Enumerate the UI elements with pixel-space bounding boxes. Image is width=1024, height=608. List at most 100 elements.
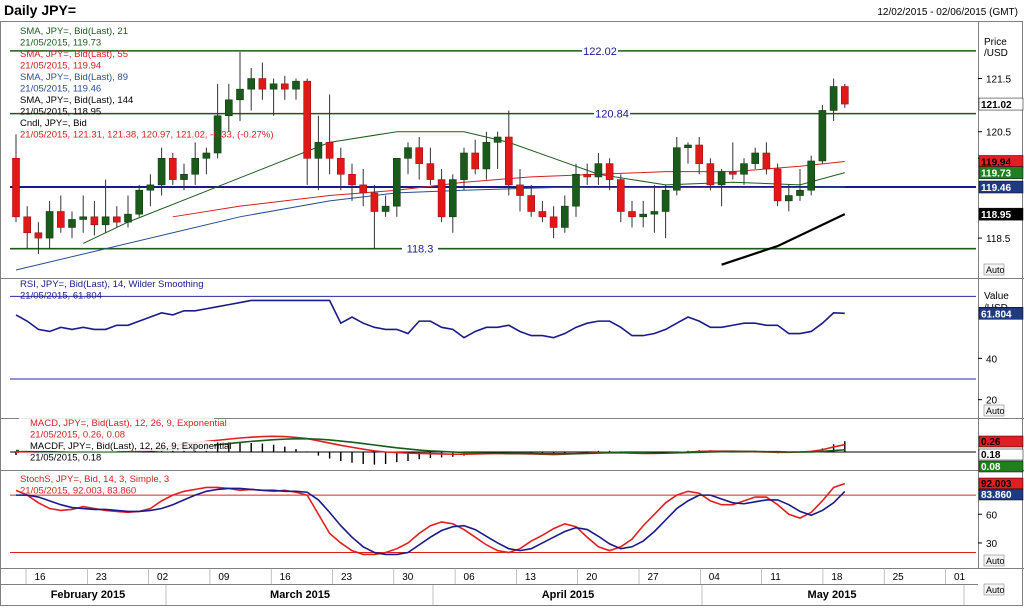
candle-body (370, 192, 379, 212)
x-tick-label: 01 (954, 572, 966, 583)
rsi-legend-line: 21/05/2015, 61.804 (20, 291, 102, 302)
sma-line-3 (721, 213, 846, 266)
price-legend-line: 21/05/2015, 119.73 (20, 38, 101, 49)
rsi-axis-title: Value (984, 291, 1009, 302)
price-legend-line: SMA, JPY=, Bid(Last), 144 (20, 95, 133, 106)
price-panel: 122.02120.84118.3Price/USD121.5120.51201… (10, 37, 1024, 276)
date-range: 12/02/2015 - 02/06/2015 (GMT) (877, 7, 1018, 18)
level-label-bg (594, 106, 630, 120)
candle-body (616, 179, 625, 212)
candle-body (124, 213, 132, 223)
x-tick-label: 02 (157, 572, 169, 583)
price-legend-line: SMA, JPY=, Bid(Last), 89 (20, 72, 128, 83)
macd-legend-bg (19, 418, 214, 428)
price-legend-line: 21/05/2015, 118.95 (20, 107, 101, 118)
candle-body (113, 216, 121, 223)
x-tick-label: 13 (525, 572, 537, 583)
candle-body (560, 205, 569, 228)
stoch-value-tag-label: 92.003 (981, 479, 1012, 490)
price-value-tag (978, 180, 1024, 194)
candle-body (706, 163, 715, 186)
x-tick-label: 06 (464, 572, 476, 583)
outer-frame (0, 21, 1023, 606)
candle-body (180, 173, 188, 180)
candle-body (818, 110, 827, 162)
stoch-line-1 (16, 487, 846, 556)
stoch-auto-box (983, 554, 1005, 567)
price-legend-line: 21/05/2015, 119.94 (20, 61, 101, 72)
candle-body (751, 152, 760, 164)
x-tick-label: 09 (218, 572, 230, 583)
candle-body (325, 142, 334, 159)
macd-legend-line: MACD, JPY=, Bid(Last), 12, 26, 9, Expone… (30, 418, 227, 429)
candle-body (225, 99, 233, 117)
x-tick-label: 30 (402, 572, 414, 583)
panel-frames (0, 21, 1024, 606)
candle-body (12, 158, 20, 218)
candle-body (695, 144, 704, 164)
x-tick-label: 04 (709, 572, 721, 583)
sma-line-2 (15, 186, 845, 271)
stoch-legend-line: StochS, JPY=, Bid, 14, 3, Simple, 3 (20, 474, 169, 485)
rsi-tick-label: 20 (986, 396, 998, 407)
stoch-tick-label: 60 (986, 510, 998, 521)
chart-title: Daily JPY= (4, 2, 76, 18)
candle-body (381, 205, 390, 212)
price-tick-label: 118.5 (986, 234, 1011, 245)
stoch-value-tag-label: 83.860 (981, 490, 1012, 501)
rsi-tick-label: 40 (986, 354, 998, 365)
candle-body (303, 80, 312, 159)
candle-body (840, 86, 849, 105)
candle-body (426, 163, 435, 180)
macd-legend-line: MACDF, JPY=, Bid(Last), 12, 26, 9, Expon… (30, 441, 231, 452)
level-label-bg (402, 241, 438, 255)
candle-body (191, 158, 199, 175)
candle-body (740, 163, 748, 175)
price-legend-line: 21/05/2015, 119.46 (20, 84, 101, 95)
candle-body (639, 213, 648, 218)
candle-body (90, 216, 99, 226)
candle-body (292, 80, 300, 90)
macd-value-tag-label: 0.08 (981, 462, 1001, 473)
candle-body (527, 195, 536, 212)
candle-body (359, 184, 368, 194)
level-label-bg (582, 43, 618, 57)
candle-body (773, 168, 782, 202)
x-month-label: February 2015 (51, 589, 126, 601)
candle-body (482, 142, 491, 170)
candle-body (415, 147, 424, 164)
candle-body (549, 216, 558, 228)
price-value-tag-label: 119.94 (981, 157, 1011, 168)
level-label: 118.3 (407, 244, 434, 256)
macd-legend-bg (19, 429, 214, 440)
x-auto-label: Auto (986, 585, 1005, 595)
candle-body (68, 219, 76, 228)
candle-body (258, 78, 267, 90)
candle-body (404, 147, 412, 159)
candle-body (45, 211, 54, 239)
candle-body (672, 147, 681, 191)
price-value-tag (978, 207, 1024, 221)
price-legend-line: SMA, JPY=, Bid(Last), 21 (20, 26, 128, 37)
x-tick-label: 23 (96, 572, 108, 583)
candle-body (583, 173, 592, 178)
x-tick-label: 16 (280, 572, 292, 583)
rsi-auto-box (983, 404, 1005, 417)
stoch-legend-line: 21/05/2015, 92.003, 83.860 (20, 486, 136, 497)
price-tick-label: 121.5 (986, 75, 1011, 86)
stoch-line-0 (15, 482, 846, 556)
candle-body (213, 115, 222, 154)
stoch-tick-label: 30 (986, 539, 998, 550)
level-label: 120.84 (595, 109, 629, 121)
candle-body (728, 171, 737, 175)
candle-body (516, 184, 524, 196)
candle-body (437, 179, 446, 218)
price-legend-line: Cndl, JPY=, Bid (20, 118, 87, 129)
candle-body (538, 211, 547, 218)
price-axis-unit: /USD (984, 48, 1008, 59)
stoch-auto-label: Auto (986, 556, 1005, 566)
